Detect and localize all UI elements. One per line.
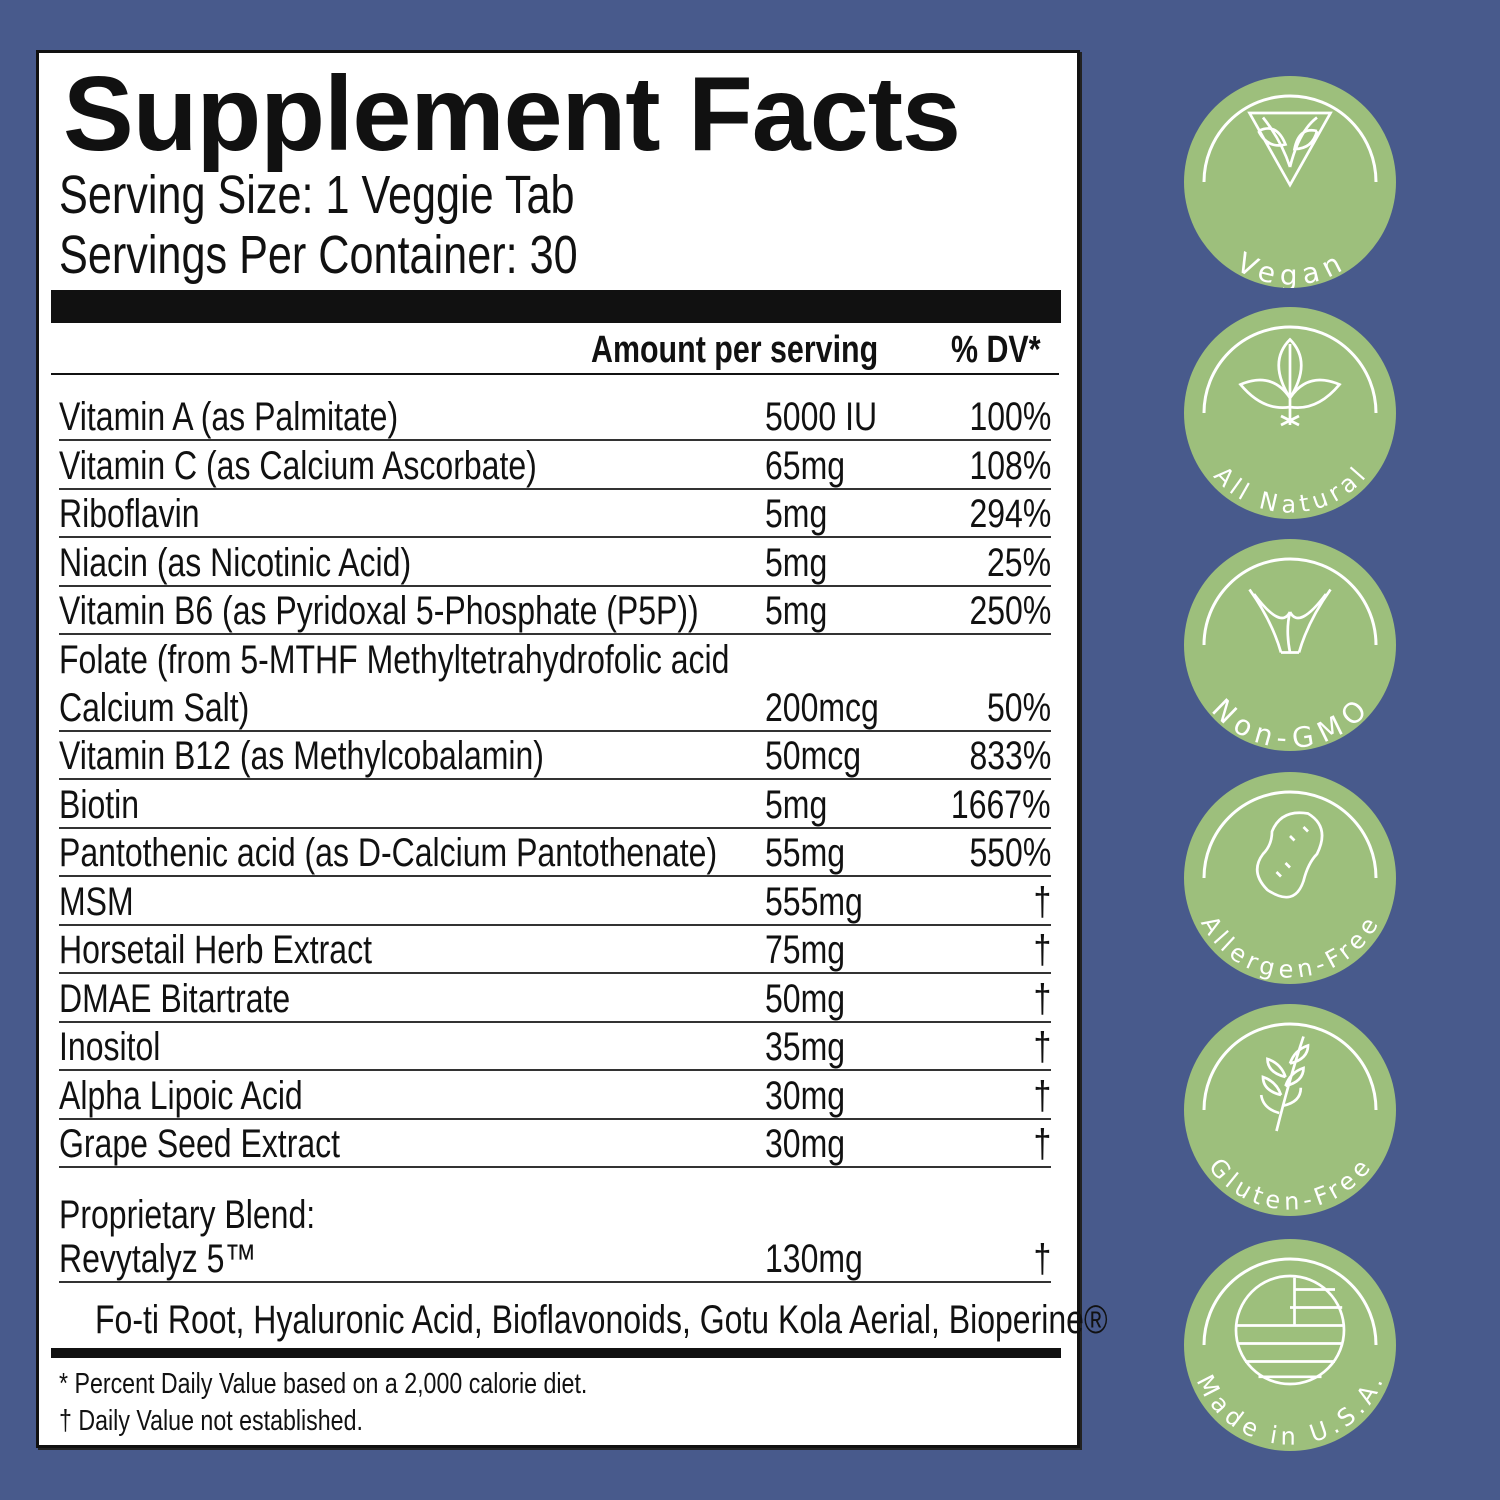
nutrient-dv: † (1033, 928, 1051, 972)
badge-us-flag: Made in U.S.A. (1184, 1239, 1396, 1451)
table-row: Biotin 5mg 1667% (59, 781, 1051, 829)
serving-size: Serving Size: 1 Veggie Tab (59, 165, 575, 225)
sprout-icon (1248, 588, 1332, 654)
nutrient-amount: 65mg (765, 443, 846, 488)
us-flag-icon (1234, 1274, 1346, 1386)
nutrient-dv: 108% (969, 443, 1051, 488)
label-title: Supplement Facts (63, 55, 961, 173)
nutrient-name: Vitamin C (as Calcium Ascorbate) (59, 443, 537, 488)
nutrient-name: Pantothenic acid (as D-Calcium Pantothen… (59, 831, 718, 875)
nutrient-amount: 5000 IU (765, 395, 878, 439)
blend-heading: Proprietary Blend: (59, 1193, 316, 1237)
table-row: Folate (from 5-MTHF Methyltetrahydrofoli… (59, 636, 1051, 732)
nutrient-name: Alpha Lipoic Acid (59, 1073, 303, 1118)
nutrient-dv: 550% (969, 831, 1051, 875)
table-row: Niacin (as Nicotinic Acid) 5mg 25% (59, 539, 1051, 587)
footnote-dv: * Percent Daily Value based on a 2,000 c… (59, 1368, 588, 1400)
amount-header: Amount per serving (591, 329, 879, 371)
nutrient-amount: 5mg (765, 540, 828, 585)
nutrient-amount: 30mg (765, 1122, 846, 1166)
nutrient-amount: 5mg (765, 492, 828, 536)
nutrient-name: Vitamin B12 (as Methylcobalamin) (59, 734, 544, 778)
nutrient-amount: 50mg (765, 976, 846, 1021)
dv-header: % DV* (951, 329, 1041, 371)
nutrient-dv: 833% (969, 734, 1051, 778)
nutrient-amount: 555mg (765, 879, 863, 924)
nutrient-amount: 50mcg (765, 734, 862, 778)
footnote-dagger: † Daily Value not established. (59, 1405, 363, 1437)
nutrient-dv: 50% (986, 685, 1051, 730)
bottom-divider (51, 1348, 1061, 1358)
badge-peanut: Allergen-Free (1184, 772, 1396, 984)
table-row: Riboflavin 5mg 294% (59, 490, 1051, 538)
table-row: Vitamin A (as Palmitate) 5000 IU 100% (59, 393, 1051, 441)
nutrient-name: Biotin (59, 782, 140, 827)
nutrient-amount: 5mg (765, 782, 828, 827)
nutrient-name-cont: Calcium Salt) (59, 685, 250, 730)
table-row: Vitamin C (as Calcium Ascorbate) 65mg 108% (59, 442, 1051, 490)
table-row: Pantothenic acid (as D-Calcium Pantothen… (59, 829, 1051, 877)
nutrient-amount: 35mg (765, 1025, 846, 1069)
nutrient-dv: † (1033, 879, 1051, 924)
nutrient-amount: 200mcg (765, 685, 879, 730)
nutrient-amount: 5mg (765, 589, 828, 633)
nutrient-amount: 55mg (765, 831, 846, 875)
nutrient-dv: 25% (986, 540, 1051, 585)
nutrient-name: Horsetail Herb Extract (59, 928, 372, 972)
nutrient-dv: † (1033, 1025, 1051, 1069)
nutrient-dv: 1667% (951, 782, 1051, 827)
nutrient-amount: 30mg (765, 1073, 846, 1118)
nutrient-name: Vitamin B6 (as Pyridoxal 5-Phosphate (P5… (59, 589, 699, 633)
leaves-icon (1238, 337, 1342, 427)
nutrient-name: Folate (from 5-MTHF Methyltetrahydrofoli… (59, 637, 730, 682)
wheat-icon (1259, 1036, 1310, 1132)
nutrient-name: Vitamin A (as Palmitate) (59, 395, 399, 439)
table-row: Horsetail Herb Extract 75mg † (59, 926, 1051, 974)
table-row: Inositol 35mg † (59, 1023, 1051, 1071)
table-row: Alpha Lipoic Acid 30mg † (59, 1072, 1051, 1120)
table-row: Grape Seed Extract 30mg † (59, 1120, 1051, 1168)
v-leaf-icon (1247, 111, 1333, 188)
servings-per-container: Servings Per Container: 30 (59, 225, 578, 285)
nutrient-dv: † (1033, 1122, 1051, 1166)
nutrient-name: Niacin (as Nicotinic Acid) (59, 540, 412, 585)
badge-v-leaf: Vegan (1184, 76, 1396, 292)
nutrient-name: Inositol (59, 1025, 161, 1069)
table-row: DMAE Bitartrate 50mg † (59, 975, 1051, 1023)
nutrient-name: Grape Seed Extract (59, 1122, 341, 1166)
nutrient-dv: † (1033, 976, 1051, 1021)
peanut-icon (1255, 811, 1324, 899)
nutrient-dv: 100% (969, 395, 1051, 439)
badge-wheat: Gluten-Free (1184, 1004, 1396, 1216)
blend-amount: 130mg (765, 1237, 863, 1281)
nutrient-name: MSM (59, 879, 134, 924)
blend-dv: † (1033, 1237, 1051, 1281)
table-row: Vitamin B12 (as Methylcobalamin) 50mcg 833… (59, 732, 1051, 780)
nutrient-amount: 75mg (765, 928, 846, 972)
table-row: Vitamin B6 (as Pyridoxal 5-Phosphate (P5… (59, 587, 1051, 635)
supplement-facts-label: Supplement Facts Serving Size: 1 Veggie … (36, 50, 1108, 1448)
nutrient-dv: 294% (969, 492, 1051, 536)
nutrient-dv: † (1033, 1073, 1051, 1118)
nutrient-name: DMAE Bitartrate (59, 976, 291, 1021)
header-divider (51, 373, 1059, 375)
badge-sprout: Non-GMO (1184, 539, 1396, 755)
blend-row: Revytalyz 5™ 130mg † (59, 1235, 1051, 1283)
blend-name: Revytalyz 5™ (59, 1237, 257, 1281)
nutrient-dv: 250% (969, 589, 1051, 633)
blend-ingredients: Fo-ti Root, Hyaluronic Acid, Bioflavonoi… (95, 1298, 1108, 1342)
nutrient-name: Riboflavin (59, 492, 200, 536)
table-row: MSM 555mg † (59, 878, 1051, 926)
thick-divider (51, 290, 1061, 323)
badge-leaves: All Natural (1184, 307, 1396, 519)
